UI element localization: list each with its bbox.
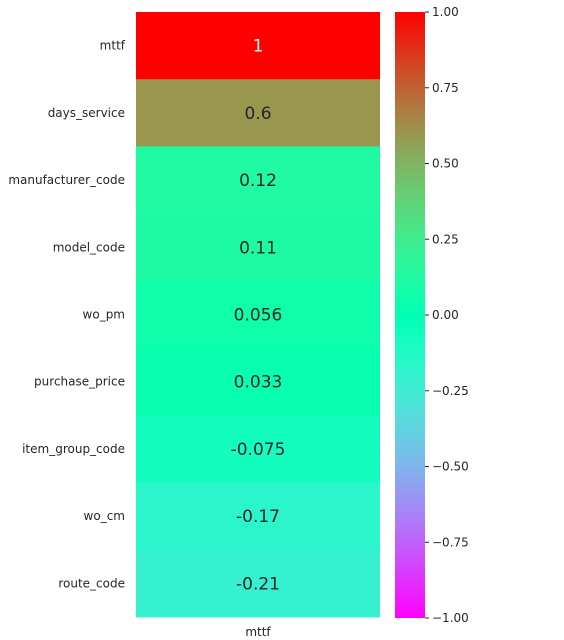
heatmap-cell bbox=[136, 482, 380, 551]
colorbar-ticks: 1.00 0.75 0.50 0.25 0.00 −0.25 −0.50 −0.75 −1.00 bbox=[425, 5, 469, 625]
heatmap-cell bbox=[136, 213, 380, 282]
cell-value-label: 0.033 bbox=[234, 373, 283, 393]
colorbar-tick-label: 0.75 bbox=[432, 81, 459, 95]
colorbar-tick-label: −0.50 bbox=[432, 460, 469, 474]
cell-value-label: 1 bbox=[253, 37, 264, 57]
colorbar-tick-label: −0.75 bbox=[432, 535, 469, 549]
colorbar-tick-label: 0.25 bbox=[432, 232, 459, 246]
row-label: route_code bbox=[58, 576, 125, 590]
cell-value-label: 0.056 bbox=[234, 306, 283, 326]
cell-value-label: -0.21 bbox=[236, 574, 280, 594]
cell-value-label: 0.12 bbox=[239, 171, 277, 191]
column-labels: mttf bbox=[245, 625, 271, 639]
heatmap-cells: 1 0.6 0.12 0.11 0.056 0.033 -0.075 -0.17 -0.21 bbox=[136, 12, 380, 618]
colorbar-tick-label: −1.00 bbox=[432, 611, 469, 625]
heatmap-cell bbox=[136, 348, 380, 416]
colorbar-tick-label: −0.25 bbox=[432, 384, 469, 398]
heatmap-cell bbox=[136, 280, 380, 349]
row-label: days_service bbox=[48, 106, 125, 120]
row-label: item_group_code bbox=[22, 442, 125, 456]
row-labels: mttf days_service manufacturer_code model_c… bbox=[8, 39, 125, 591]
row-label: wo_cm bbox=[84, 509, 125, 523]
heatmap-cell bbox=[136, 415, 380, 484]
row-label: purchase_price bbox=[34, 375, 125, 389]
row-label: manufacturer_code bbox=[8, 173, 125, 187]
colorbar bbox=[395, 12, 425, 618]
colorbar-tick-label: 0.00 bbox=[432, 308, 459, 322]
heatmap-cell bbox=[136, 12, 380, 80]
row-label: mttf bbox=[100, 39, 126, 53]
colorbar-tick-label: 0.50 bbox=[432, 157, 459, 171]
heatmap-cell bbox=[136, 79, 380, 147]
cell-value-label: 0.6 bbox=[244, 104, 271, 124]
row-label: model_code bbox=[53, 240, 125, 254]
row-label: wo_pm bbox=[83, 308, 125, 322]
cell-value-label: 0.11 bbox=[239, 238, 277, 258]
colorbar-tick-label: 1.00 bbox=[432, 5, 459, 19]
heatmap-cell bbox=[136, 146, 380, 215]
cell-value-label: -0.17 bbox=[236, 507, 280, 527]
cell-value-label: -0.075 bbox=[231, 440, 286, 460]
column-label: mttf bbox=[245, 625, 271, 639]
heatmap-cell bbox=[136, 549, 380, 618]
